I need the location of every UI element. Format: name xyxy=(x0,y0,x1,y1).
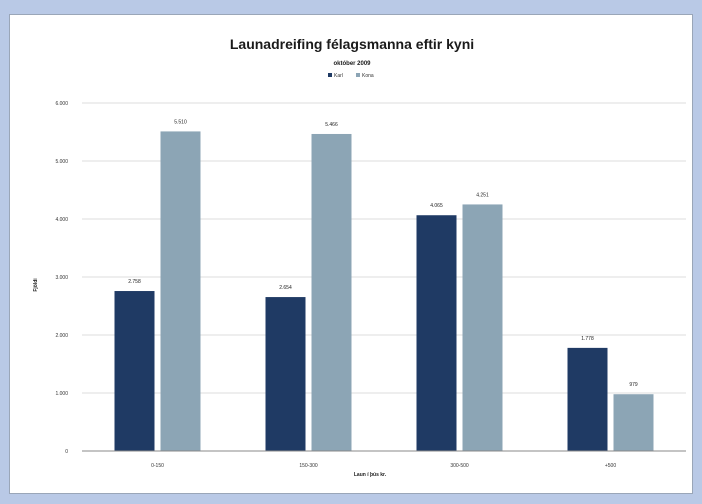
y-axis-ticks: 0 1.000 2.000 3.000 4.000 5.000 6.000 xyxy=(55,101,68,455)
x-axis-title: Laun í þús kr. xyxy=(354,472,387,478)
bar-kona xyxy=(613,394,654,451)
legend-label: Karl xyxy=(334,73,343,79)
bars xyxy=(114,131,654,452)
data-label: 2.654 xyxy=(279,285,292,291)
data-label: 1.778 xyxy=(581,336,594,342)
x-tick-label: 0-150 xyxy=(151,463,164,469)
x-tick-label: 300-500 xyxy=(450,463,469,469)
chart-title: Launadreifing félagsmanna eftir kyni xyxy=(230,36,474,52)
y-tick-label: 3.000 xyxy=(55,275,68,281)
y-tick-label: 1.000 xyxy=(55,391,68,397)
bar-karl xyxy=(567,347,608,451)
bar-chart: Launadreifing félagsmanna eftir kyni okt… xyxy=(33,36,686,478)
y-tick-label: 0 xyxy=(65,449,68,455)
bar-karl xyxy=(114,291,155,451)
data-labels: 2.758 5.510 2.654 5.466 4.065 4.251 1.778 979 xyxy=(128,119,638,388)
chart-subtitle: október 2009 xyxy=(333,61,371,67)
y-tick-label: 4.000 xyxy=(55,217,68,223)
legend-swatch xyxy=(356,73,360,77)
y-axis-title: Fjöldi xyxy=(33,278,39,292)
x-tick-label: 150-300 xyxy=(299,463,318,469)
data-label: 2.758 xyxy=(128,279,141,285)
chart-frame: Launadreifing félagsmanna eftir kyni okt… xyxy=(9,14,693,494)
bar-karl xyxy=(416,215,457,451)
bar-kona xyxy=(462,204,503,451)
data-label: 4.251 xyxy=(476,192,489,198)
y-tick-label: 6.000 xyxy=(55,101,68,107)
y-tick-label: 5.000 xyxy=(55,159,68,165)
legend-label: Kona xyxy=(362,73,374,79)
bar-karl xyxy=(265,297,306,451)
data-label: 4.065 xyxy=(430,203,443,209)
x-axis-ticks: 0-150 150-300 300-500 +500 xyxy=(151,463,616,469)
legend-swatch xyxy=(328,73,332,77)
x-tick-label: +500 xyxy=(605,463,616,469)
data-label: 5.466 xyxy=(325,122,338,128)
y-tick-label: 2.000 xyxy=(55,333,68,339)
bar-kona xyxy=(160,131,201,452)
bar-kona xyxy=(311,133,352,452)
data-label: 5.510 xyxy=(174,119,187,125)
legend: Karl Kona xyxy=(328,73,374,79)
data-label: 979 xyxy=(629,382,638,388)
